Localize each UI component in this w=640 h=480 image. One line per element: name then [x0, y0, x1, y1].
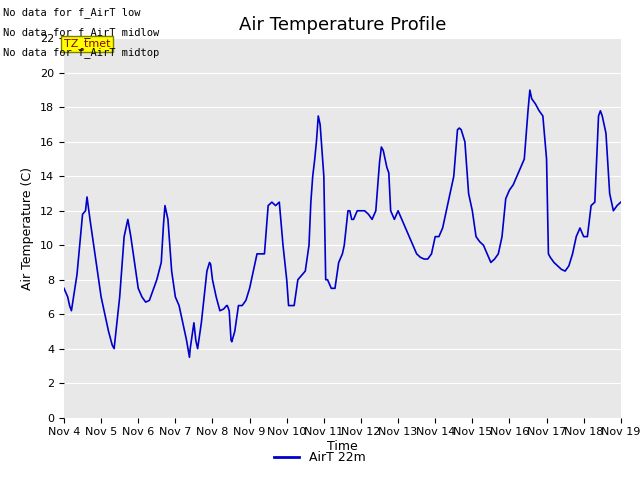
Text: No data for f_AirT low: No data for f_AirT low: [3, 7, 141, 18]
Legend: AirT 22m: AirT 22m: [269, 446, 371, 469]
Title: Air Temperature Profile: Air Temperature Profile: [239, 16, 446, 34]
X-axis label: Time: Time: [327, 440, 358, 453]
Text: TZ_tmet: TZ_tmet: [64, 38, 111, 49]
Text: No data for f_AirT midlow: No data for f_AirT midlow: [3, 27, 159, 38]
Y-axis label: Air Temperature (C): Air Temperature (C): [22, 167, 35, 289]
Text: No data for f_AirT midtop: No data for f_AirT midtop: [3, 48, 159, 59]
